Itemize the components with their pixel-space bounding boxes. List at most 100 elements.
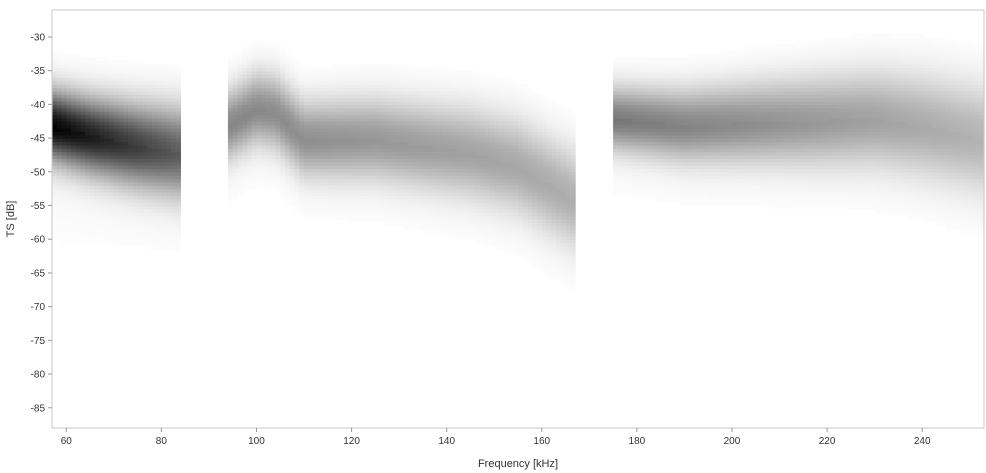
heatmap-cell [375,154,381,159]
heatmap-cell [104,215,110,220]
heatmap-cell [370,198,376,203]
heatmap-cell [456,107,462,112]
heatmap-cell [308,80,315,85]
heatmap-cell [356,205,362,210]
heatmap-cell [142,63,148,68]
heatmap-cell [332,87,338,92]
heatmap-cell [465,168,472,173]
heatmap-cell [304,90,310,95]
heatmap-cell [494,127,500,132]
heatmap-cell [161,104,167,109]
heatmap-cell [351,127,357,132]
heatmap-cell [289,74,296,79]
heatmap-cell [166,219,172,223]
heatmap-cell [304,80,310,85]
heatmap-cell [541,138,548,143]
heatmap-cell [71,63,77,68]
heatmap-cell [370,148,376,153]
heatmap-cell [389,202,395,207]
heatmap-cell [151,141,158,146]
heatmap-cell [494,219,500,223]
heatmap-cell [384,84,391,89]
heatmap-cell [90,205,96,210]
heatmap-cell [451,175,457,180]
heatmap-cell [494,104,500,109]
heatmap-cell [432,84,438,89]
heatmap-cell [475,154,481,159]
heatmap-cell [289,107,296,112]
heatmap-cell [332,148,338,153]
heatmap-cell [441,148,448,153]
heatmap-cell [294,131,300,136]
heatmap-cell [422,134,429,139]
heatmap-cell [527,198,533,203]
heatmap-cell [484,121,491,126]
heatmap-cell [413,114,419,119]
heatmap-cell [437,90,443,95]
heatmap-cell [128,148,134,153]
heatmap-cell [365,144,372,149]
heatmap-cell [327,117,334,122]
heatmap-cell [265,168,272,173]
heatmap-cell [147,84,153,89]
heatmap-cell [71,134,77,139]
heatmap-cell [437,101,443,105]
heatmap-cell [522,235,529,240]
heatmap-cell [342,185,348,190]
heatmap-cell [356,114,362,119]
heatmap-cell [99,67,105,72]
heatmap-cell [256,97,262,102]
heatmap-cell [498,124,505,129]
heatmap-cell [446,77,453,82]
heatmap-cell [418,192,424,196]
heatmap-cell [422,90,429,95]
heatmap-cell [118,74,124,79]
heatmap-cell [270,185,277,190]
heatmap-cell [137,90,143,95]
heatmap-cell [137,67,143,72]
heatmap-cell [546,256,552,261]
heatmap-cell [380,80,386,85]
heatmap-cell [479,94,486,99]
heatmap-cell [346,178,353,183]
heatmap-cell [332,74,338,79]
heatmap-cell [413,208,419,213]
heatmap-cell [85,144,91,149]
heatmap-cell [299,84,305,89]
heatmap-cell [275,171,281,176]
heatmap-cell [56,104,63,109]
heatmap-cell [261,165,267,170]
heatmap-cell [470,195,476,200]
heatmap-cell [304,154,310,159]
heatmap-cell [242,185,248,190]
heatmap-cell [75,131,82,136]
heatmap-cell [408,219,414,223]
heatmap-cell [465,219,472,223]
heatmap-cell [242,121,248,126]
heatmap-cell [484,124,491,129]
heatmap-cell [565,249,571,254]
heatmap-cell [80,158,86,163]
heatmap-cell [280,70,286,75]
heatmap-cell [475,198,481,203]
heatmap-cell [570,165,576,170]
heatmap-cell [456,215,462,220]
heatmap-cell [418,161,424,166]
heatmap-cell [399,202,405,207]
heatmap-cell [71,138,77,143]
heatmap-cell [270,90,277,95]
heatmap-cell [503,235,510,240]
heatmap-cell [118,165,124,170]
heatmap-cell [151,212,158,217]
heatmap-cell [323,138,329,143]
heatmap-cell [489,161,495,166]
heatmap-cell [156,235,162,240]
heatmap-cell [446,168,453,173]
heatmap-cell [394,67,400,72]
heatmap-cell [399,97,405,102]
heatmap-cell [128,80,134,85]
heatmap-cell [484,229,491,234]
heatmap-cell [437,185,443,190]
heatmap-cell [518,138,524,143]
heatmap-cell [327,175,334,180]
